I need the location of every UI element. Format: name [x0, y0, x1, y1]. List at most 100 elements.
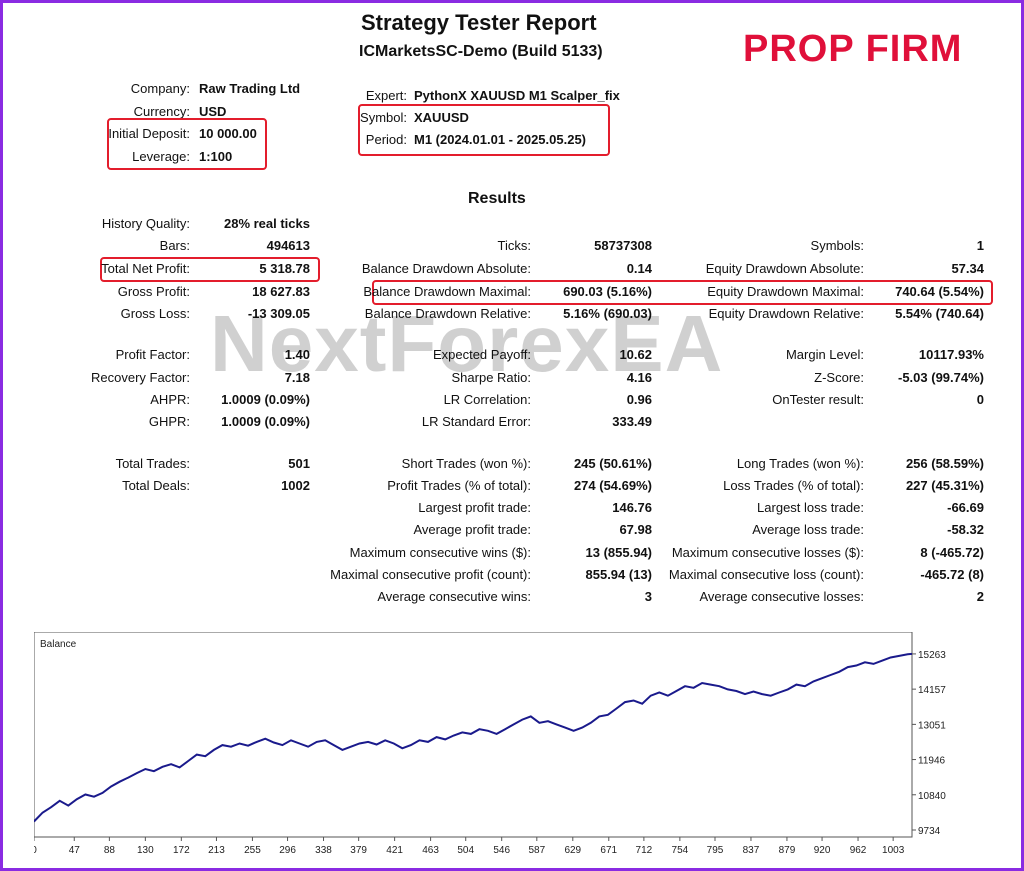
leverage-value: 1:100: [199, 149, 233, 164]
initial-deposit-value: 10 000.00: [199, 126, 257, 141]
chart-plot-area: [34, 632, 913, 838]
x-tick-label: 587: [528, 845, 545, 856]
x-tick-label: 546: [493, 845, 510, 856]
ticks-label: Ticks:: [497, 238, 531, 253]
average-profit-trade-value: 67.98: [619, 522, 652, 537]
total-trades-value: 501: [288, 456, 310, 471]
long-trades-value: 256 (58.59%): [905, 456, 984, 471]
history-quality-value: 28% real ticks: [223, 216, 310, 231]
ontester-result-value: 0: [976, 392, 984, 407]
profit-factor-label: Profit Factor:: [115, 347, 190, 362]
maximal-consecutive-loss-value: -465.72 (8): [920, 567, 984, 582]
max-consecutive-wins-value: 13 (855.94): [585, 545, 653, 560]
bars-value: 494613: [266, 238, 310, 253]
recovery-factor-label: Recovery Factor:: [91, 370, 190, 385]
balance-drawdown-maximal-label: Balance Drawdown Maximal:: [363, 284, 531, 299]
x-tick-label: 255: [244, 845, 261, 856]
symbol-period-highlight-box: [358, 104, 610, 156]
ahpr-value: 1.0009 (0.09%): [221, 392, 310, 407]
margin-level-label: Margin Level:: [785, 347, 864, 362]
symbols-label: Symbols:: [810, 238, 864, 253]
x-tick-label: 0: [34, 845, 37, 856]
lr-standard-error-value: 333.49: [612, 414, 652, 429]
leverage-label: Leverage:: [132, 149, 190, 164]
average-loss-trade-value: -58.32: [947, 522, 984, 537]
loss-trades-label: Loss Trades (% of total):: [723, 478, 864, 493]
ontester-result-label: OnTester result:: [772, 392, 864, 407]
average-consecutive-wins-value: 3: [644, 589, 652, 604]
drawdown-maximal-highlight-box: [372, 280, 993, 305]
average-consecutive-wins-label: Average consecutive wins:: [377, 589, 531, 604]
equity-drawdown-relative-value: 5.54% (740.64): [895, 306, 984, 321]
equity-drawdown-relative-label: Equity Drawdown Relative:: [708, 306, 864, 321]
results-title: Results: [468, 190, 526, 207]
ahpr-label: AHPR:: [150, 392, 190, 407]
y-tick-label: 14157: [918, 685, 946, 696]
x-tick-label: 88: [104, 845, 116, 856]
x-tick-label: 421: [386, 845, 403, 856]
x-tick-label: 47: [69, 845, 81, 856]
balance-drawdown-maximal-value: 690.03 (5.16%): [563, 284, 652, 299]
x-tick-label: 296: [279, 845, 296, 856]
net-profit-highlight-box: [100, 257, 320, 282]
x-tick-label: 712: [636, 845, 653, 856]
period-value: M1 (2024.01.01 - 2025.05.25): [414, 132, 587, 147]
max-consecutive-losses-label: Maximum consecutive losses ($):: [671, 545, 864, 560]
profit-trades-value: 274 (54.69%): [573, 478, 652, 493]
z-score-value: -5.03 (99.74%): [898, 370, 984, 385]
gross-profit-label: Gross Profit:: [117, 284, 190, 299]
maximal-consecutive-profit-label: Maximal consecutive profit (count):: [330, 567, 531, 582]
balance-series-line: [34, 652, 913, 823]
expected-payoff-value: 10.62: [619, 347, 652, 362]
x-tick-label: 920: [814, 845, 831, 856]
balance-drawdown-relative-value: 5.16% (690.03): [563, 306, 652, 321]
equity-drawdown-absolute-value: 57.34: [951, 261, 984, 276]
average-loss-trade-label: Average loss trade:: [752, 522, 864, 537]
max-consecutive-wins-label: Maximum consecutive wins ($):: [349, 545, 531, 560]
total-net-profit-label: Total Net Profit:: [101, 261, 190, 276]
ticks-value: 58737308: [594, 238, 652, 253]
y-tick-label: 15263: [918, 650, 946, 661]
balance-drawdown-absolute-value: 0.14: [626, 261, 652, 276]
deposit-highlight-box: [107, 118, 267, 170]
x-tick-label: 504: [457, 845, 474, 856]
watermark-text: NextForexEA: [210, 299, 724, 388]
y-axis-ticks: 9734 10840 11946 13051 14157 15263: [912, 650, 946, 837]
total-deals-value: 1002: [281, 478, 310, 493]
average-profit-trade-label: Average profit trade:: [413, 522, 531, 537]
x-tick-label: 1003: [882, 845, 905, 856]
margin-level-value: 10117.93%: [918, 347, 984, 362]
company-label: Company:: [130, 81, 190, 96]
loss-trades-value: 227 (45.31%): [905, 478, 984, 493]
profit-factor-value: 1.40: [284, 347, 310, 362]
x-tick-label: 962: [850, 845, 867, 856]
x-tick-label: 130: [137, 845, 154, 856]
total-trades-label: Total Trades:: [115, 456, 190, 471]
short-trades-label: Short Trades (won %):: [401, 456, 531, 471]
largest-loss-trade-label: Largest loss trade:: [757, 500, 864, 515]
expert-value: PythonX XAUUSD M1 Scalper_fix: [414, 88, 620, 103]
y-tick-label: 9734: [918, 826, 941, 837]
report-subtitle: ICMarketsSC-Demo (Build 5133): [359, 43, 603, 60]
short-trades-value: 245 (50.61%): [573, 456, 652, 471]
sharpe-ratio-label: Sharpe Ratio:: [451, 370, 532, 385]
company-value: Raw Trading Ltd: [199, 81, 301, 96]
x-tick-label: 629: [564, 845, 581, 856]
largest-profit-trade-label: Largest profit trade:: [418, 500, 531, 515]
x-tick-label: 379: [350, 845, 367, 856]
x-tick-label: 172: [173, 845, 190, 856]
x-tick-label: 213: [208, 845, 225, 856]
expected-payoff-label: Expected Payoff:: [432, 347, 531, 362]
gross-loss-value: -13 309.05: [247, 306, 310, 321]
lr-correlation-label: LR Correlation:: [443, 392, 531, 407]
chart-legend-label: Balance: [40, 639, 77, 650]
report-title: Strategy Tester Report: [361, 10, 597, 35]
max-consecutive-losses-value: 8 (-465.72): [920, 545, 984, 560]
sharpe-ratio-value: 4.16: [626, 370, 652, 385]
lr-standard-error-label: LR Standard Error:: [421, 414, 531, 429]
symbol-label: Symbol:: [360, 110, 407, 125]
z-score-label: Z-Score:: [814, 370, 864, 385]
average-consecutive-losses-value: 2: [976, 589, 984, 604]
profit-trades-label: Profit Trades (% of total):: [387, 478, 531, 493]
